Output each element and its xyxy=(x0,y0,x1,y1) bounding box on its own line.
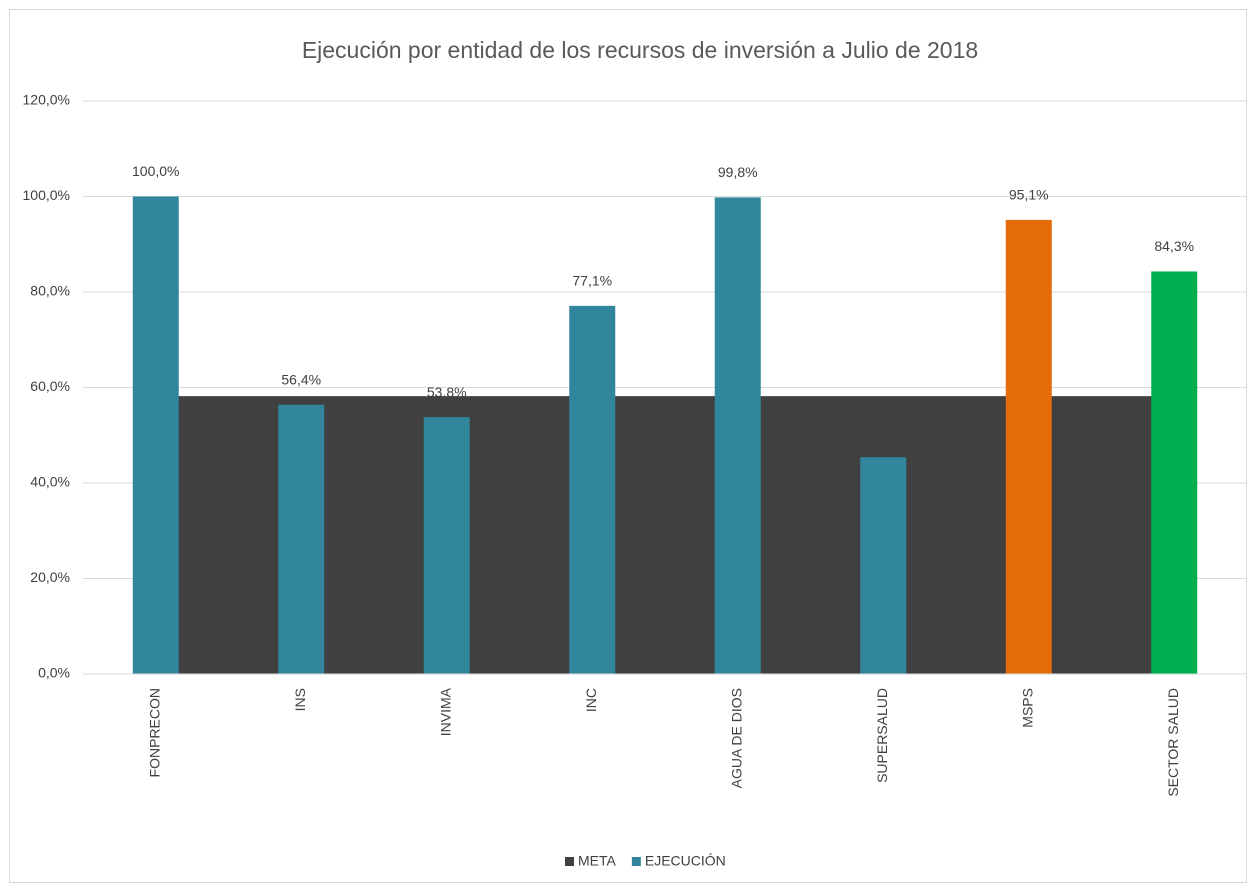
y-tick-label: 40,0% xyxy=(30,474,70,490)
x-tick-label: MSPS xyxy=(1019,688,1035,728)
x-tick-label: INC xyxy=(583,688,599,712)
y-tick-label: 0,0% xyxy=(38,665,70,681)
data-label: 45,4% xyxy=(863,424,903,440)
bar xyxy=(714,197,761,674)
data-label: 56,4% xyxy=(281,371,321,387)
bar xyxy=(278,404,325,674)
bar xyxy=(423,417,470,674)
x-tick-label: INVIMA xyxy=(437,687,453,736)
y-tick-label: 60,0% xyxy=(30,378,70,394)
data-label: 53,8% xyxy=(427,384,467,400)
data-label: 99,8% xyxy=(718,164,758,180)
x-tick-label: SUPERSALUD xyxy=(874,688,890,783)
bar xyxy=(860,457,907,674)
data-label: 95,1% xyxy=(1009,187,1049,203)
data-label: 100,0% xyxy=(132,163,179,179)
bar xyxy=(1005,219,1052,674)
x-tick-label: AGUA DE DIOS xyxy=(728,688,744,788)
x-tick-label: INS xyxy=(292,688,308,711)
x-tick-label: SECTOR SALUD xyxy=(1165,688,1181,797)
legend-label: META xyxy=(578,853,617,869)
y-tick-label: 20,0% xyxy=(30,569,70,585)
data-label: 84,3% xyxy=(1154,238,1194,254)
y-tick-label: 120,0% xyxy=(23,92,70,108)
bar xyxy=(569,305,616,674)
data-label: 77,1% xyxy=(572,273,612,289)
x-tick-label: FONPRECON xyxy=(146,688,162,777)
legend-label: EJECUCIÓN xyxy=(645,853,726,869)
y-tick-label: 100,0% xyxy=(23,187,70,203)
legend-swatch xyxy=(631,857,641,866)
chart-title: Ejecución por entidad de los recursos de… xyxy=(302,37,978,63)
area xyxy=(155,396,1175,674)
bar xyxy=(1151,271,1198,674)
y-tick-label: 80,0% xyxy=(30,283,70,299)
legend-swatch xyxy=(565,857,574,866)
bar xyxy=(132,196,179,674)
